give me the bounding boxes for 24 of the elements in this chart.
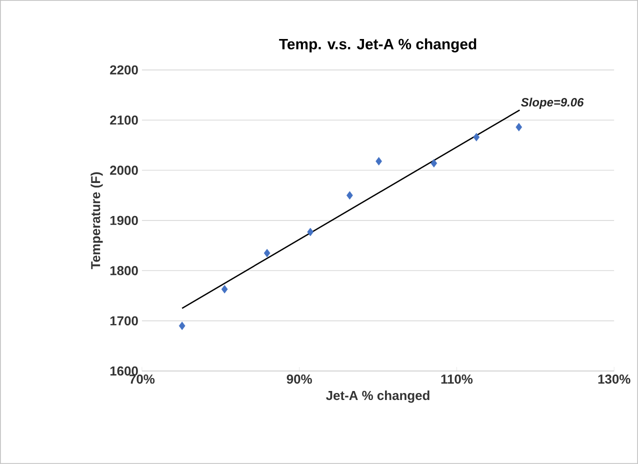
y-tick-label: 2200	[110, 65, 138, 75]
y-axis-title: Temperature (F)	[90, 172, 103, 270]
y-tick-label: 1900	[110, 216, 138, 226]
point	[516, 122, 522, 132]
y-tick-label: 2100	[110, 116, 138, 125]
point	[221, 285, 228, 294]
y-tick-label: 1600	[110, 366, 138, 376]
annotation: Slope=9.06	[521, 98, 584, 109]
y-tick-label: 1700	[110, 316, 138, 326]
point	[178, 322, 186, 330]
point	[264, 248, 270, 258]
point	[376, 157, 382, 166]
x-tick-label: 130%	[598, 374, 630, 384]
x-axis-title: Jet-A % changed	[326, 390, 430, 403]
y-tick-label: 2000	[110, 166, 138, 175]
point	[430, 159, 438, 168]
x-tick-label: 70%	[130, 374, 155, 384]
y-tick-label: 1800	[110, 266, 138, 276]
point	[473, 132, 480, 142]
x-tick-label: 90%	[286, 374, 312, 384]
point	[307, 228, 314, 236]
point	[346, 191, 353, 200]
x-tick-label: 110%	[441, 374, 473, 384]
chart-title: Temp. v.s. Jet-A % changed	[279, 38, 476, 52]
